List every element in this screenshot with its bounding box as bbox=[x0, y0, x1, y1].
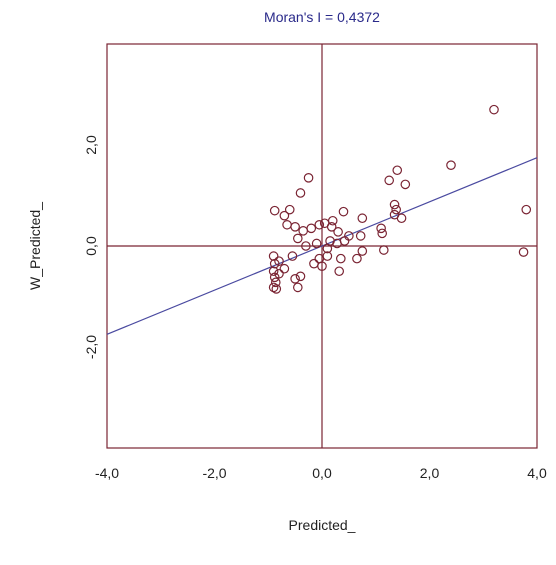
y-axis-ticks: 2,0 0,0 -2,0 bbox=[83, 135, 99, 359]
data-point bbox=[311, 238, 322, 249]
data-point bbox=[352, 253, 362, 264]
data-point bbox=[377, 228, 387, 239]
data-point bbox=[298, 226, 308, 236]
data-point bbox=[317, 261, 327, 271]
x-tick-label: -4,0 bbox=[95, 465, 119, 481]
data-point bbox=[357, 246, 368, 256]
data-point bbox=[284, 204, 295, 215]
data-point bbox=[293, 282, 303, 293]
data-point bbox=[332, 238, 342, 249]
y-tick-label: -2,0 bbox=[83, 335, 99, 359]
data-point bbox=[269, 205, 280, 216]
data-point bbox=[271, 284, 282, 294]
data-point bbox=[446, 160, 456, 170]
data-point bbox=[379, 245, 389, 255]
data-point bbox=[279, 210, 290, 221]
data-point bbox=[333, 227, 343, 237]
data-point bbox=[268, 251, 279, 261]
data-point bbox=[391, 204, 401, 215]
x-tick-label: 4,0 bbox=[527, 465, 547, 481]
data-point bbox=[268, 282, 279, 293]
data-point bbox=[355, 231, 366, 241]
data-point bbox=[319, 218, 330, 229]
data-point bbox=[376, 223, 386, 234]
data-point bbox=[274, 268, 284, 279]
data-point bbox=[306, 223, 317, 234]
data-point bbox=[301, 241, 311, 251]
y-tick-label: 2,0 bbox=[83, 135, 99, 155]
data-point bbox=[269, 258, 280, 269]
regression-line bbox=[106, 157, 538, 335]
data-point bbox=[295, 188, 306, 198]
y-tick-label: 0,0 bbox=[83, 236, 99, 256]
data-point bbox=[290, 222, 300, 232]
data-point bbox=[338, 206, 349, 217]
x-tick-label: 2,0 bbox=[420, 465, 440, 481]
data-point bbox=[295, 271, 306, 282]
data-point bbox=[389, 199, 400, 210]
data-point bbox=[309, 258, 319, 269]
data-point bbox=[279, 263, 290, 274]
x-axis-ticks: -4,0 -2,0 0,0 2,0 4,0 bbox=[95, 465, 547, 481]
data-point bbox=[518, 247, 529, 257]
data-point bbox=[336, 253, 346, 264]
x-tick-label: -2,0 bbox=[202, 465, 226, 481]
data-point bbox=[314, 219, 325, 230]
data-point bbox=[334, 266, 344, 277]
data-point bbox=[293, 233, 303, 244]
chart-title: Moran's I = 0,4372 bbox=[264, 9, 380, 25]
data-point bbox=[290, 274, 300, 284]
data-point bbox=[322, 243, 333, 254]
data-points bbox=[268, 104, 532, 294]
data-point bbox=[521, 204, 532, 215]
data-point bbox=[489, 104, 499, 115]
data-point bbox=[282, 219, 292, 230]
data-point bbox=[303, 173, 314, 183]
data-point bbox=[396, 213, 407, 224]
data-point bbox=[400, 179, 411, 190]
data-point bbox=[357, 213, 368, 224]
data-point bbox=[287, 251, 298, 261]
x-axis-label: Predicted_ bbox=[289, 517, 356, 533]
data-point bbox=[268, 266, 279, 277]
x-tick-label: 0,0 bbox=[312, 465, 332, 481]
data-point bbox=[384, 175, 394, 186]
data-point bbox=[392, 165, 403, 176]
data-point bbox=[270, 277, 281, 288]
plot-area bbox=[106, 43, 538, 449]
y-axis-label: W_Predicted_ bbox=[27, 202, 43, 290]
